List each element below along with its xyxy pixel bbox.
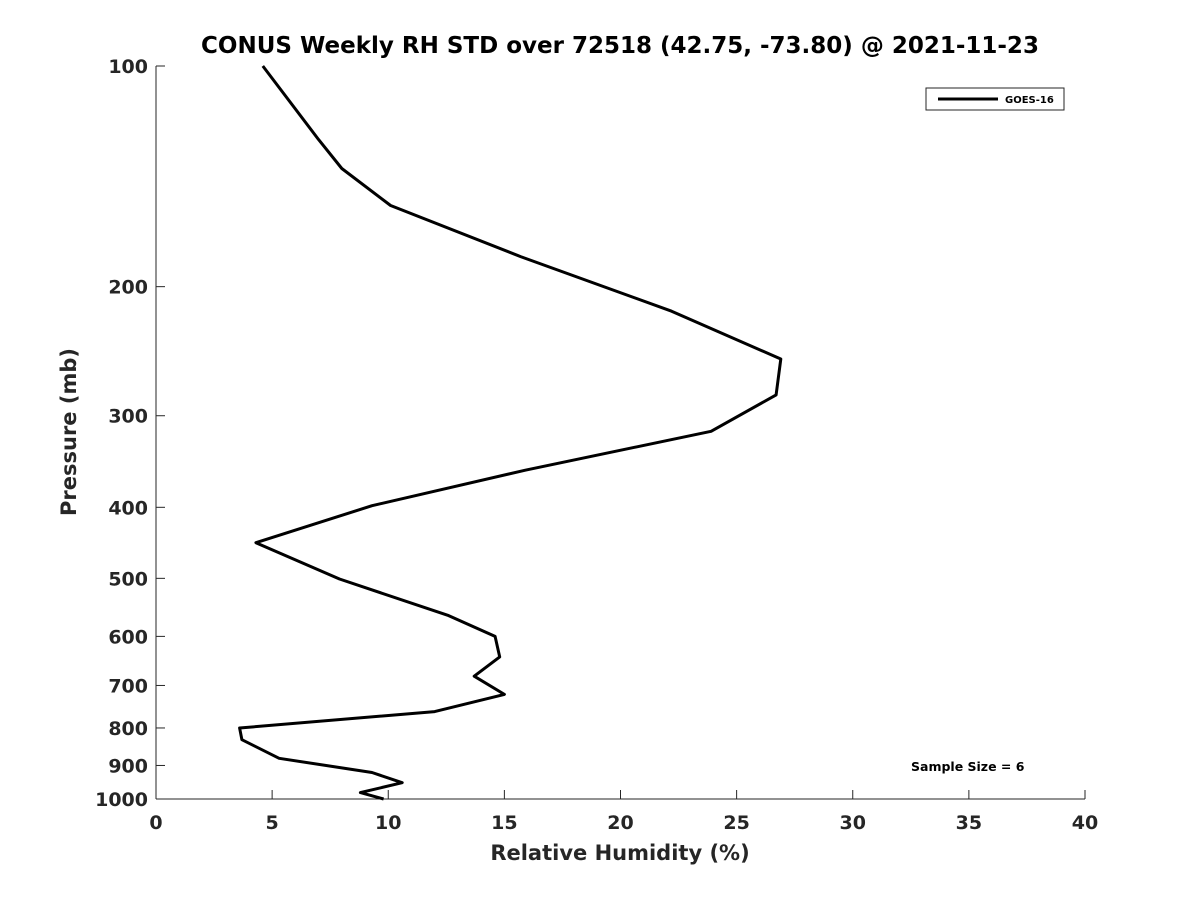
sample-size-annotation: Sample Size = 6 [911,759,1025,774]
series-line-goes-16 [238,65,783,801]
x-tick-label: 40 [1072,812,1098,834]
legend-label-goes16: GOES-16 [1005,95,1054,106]
y-tick-label: 300 [108,406,148,428]
x-tick-label: 15 [491,812,517,834]
y-tick-label: 600 [108,626,148,648]
x-tick-label: 10 [375,812,401,834]
y-tick-label: 1000 [95,789,148,811]
x-tick-label: 20 [607,812,633,834]
x-tick-label: 0 [149,812,162,834]
y-ticks: 100 200 300 400 500 600 700 800 900 1000 [95,56,165,811]
x-tick-label: 35 [956,812,982,834]
y-tick-label: 400 [108,497,148,519]
x-tick-label: 30 [840,812,866,834]
x-tick-label: 5 [266,812,279,834]
chart-title: CONUS Weekly RH STD over 72518 (42.75, -… [201,33,1039,59]
legend: GOES-16 [925,87,1065,111]
y-axis-label: Pressure (mb) [57,348,81,516]
x-ticks: 0 5 10 15 20 25 30 35 40 [149,790,1098,834]
series-group [238,65,783,801]
y-tick-label: 500 [108,568,148,590]
y-tick-label: 900 [108,755,148,777]
y-tick-label: 700 [108,675,148,697]
y-tick-label: 100 [108,56,148,78]
y-tick-label: 200 [108,277,148,299]
x-tick-label: 25 [723,812,749,834]
x-axis-label: Relative Humidity (%) [490,841,749,865]
y-tick-label: 800 [108,718,148,740]
